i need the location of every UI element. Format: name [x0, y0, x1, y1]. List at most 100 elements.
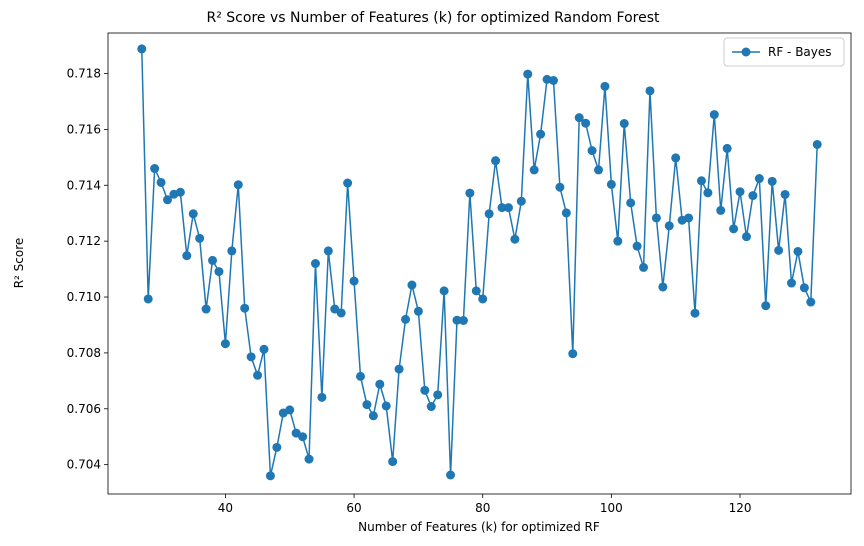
data-point — [497, 203, 507, 213]
y-tick-label: 0.710 — [67, 290, 101, 304]
data-point — [163, 195, 172, 205]
data-point — [143, 294, 153, 304]
data-point — [632, 241, 642, 251]
data-point — [548, 76, 558, 85]
data-point — [471, 286, 481, 296]
data-point — [433, 390, 443, 400]
data-point — [227, 246, 237, 256]
data-point — [754, 174, 764, 184]
data-point — [401, 314, 411, 324]
data-point — [761, 301, 771, 311]
data-point — [195, 233, 205, 243]
data-point — [214, 267, 224, 277]
data-point — [381, 401, 391, 411]
data-point — [355, 371, 365, 381]
data-point — [503, 203, 513, 213]
y-tick-label: 0.704 — [67, 458, 101, 472]
legend: RF - Bayes — [723, 37, 845, 67]
data-point — [394, 364, 404, 374]
data-point — [478, 294, 488, 304]
data-point — [600, 81, 610, 91]
y-tick-label: 0.712 — [67, 234, 101, 248]
y-tick-label: 0.706 — [67, 402, 101, 416]
data-point — [323, 246, 333, 256]
y-tick-label: 0.718 — [67, 67, 101, 81]
data-point — [684, 213, 694, 223]
data-point — [587, 146, 597, 156]
data-point — [491, 156, 501, 166]
y-axis-label: R² Score — [12, 238, 26, 289]
data-point — [446, 470, 456, 480]
data-point — [793, 246, 803, 256]
data-point — [375, 379, 385, 389]
data-point — [516, 196, 526, 206]
x-axis: 40 60 80 100 120 — [218, 494, 752, 515]
data-point — [362, 400, 372, 410]
data-point — [188, 209, 198, 219]
data-point — [594, 165, 604, 175]
x-axis-label: Number of Features (k) for optimized RF — [358, 520, 600, 534]
data-point — [285, 405, 295, 415]
data-point — [780, 189, 790, 199]
data-point — [220, 339, 230, 349]
data-point — [253, 370, 263, 380]
data-point — [523, 69, 533, 79]
data-point — [767, 176, 777, 186]
data-point — [639, 262, 649, 272]
data-point — [812, 139, 822, 149]
data-point — [246, 352, 256, 362]
data-point — [774, 245, 784, 255]
data-point — [336, 308, 346, 318]
data-point — [806, 297, 816, 307]
data-point — [240, 303, 250, 313]
data-point — [175, 187, 185, 197]
series-line-rf-bayes — [141, 48, 818, 477]
data-point — [561, 208, 571, 218]
data-point — [619, 119, 629, 129]
data-point — [208, 255, 218, 265]
y-tick-label: 0.714 — [67, 178, 101, 192]
data-point — [233, 180, 243, 190]
data-point — [658, 282, 668, 292]
data-point — [613, 236, 623, 246]
x-tick-label: 120 — [729, 501, 752, 515]
plot-area-frame — [107, 32, 852, 495]
data-point — [304, 454, 314, 464]
data-point — [735, 187, 745, 197]
data-point — [799, 283, 809, 293]
data-point — [787, 278, 796, 288]
data-point — [465, 188, 475, 198]
y-tick-label: 0.708 — [67, 346, 101, 360]
data-point — [574, 113, 584, 123]
data-point — [272, 442, 282, 452]
data-point — [568, 349, 578, 359]
data-point — [349, 276, 359, 286]
x-tick-label: 100 — [600, 501, 623, 515]
legend-entry-rf-bayes: RF - Bayes — [768, 45, 832, 59]
data-point — [343, 178, 353, 188]
y-tick-label: 0.716 — [67, 122, 101, 136]
data-point — [529, 165, 539, 175]
data-point — [310, 259, 320, 268]
data-point — [368, 411, 378, 421]
x-tick-label: 60 — [346, 501, 361, 515]
data-point — [150, 164, 160, 174]
chart-title: R² Score vs Number of Features (k) for o… — [207, 10, 660, 26]
legend-frame — [723, 37, 845, 67]
data-point — [452, 315, 462, 325]
data-point — [703, 188, 713, 198]
data-point — [664, 221, 674, 231]
data-point — [741, 232, 751, 242]
y-axis: 0.704 0.706 0.708 0.710 0.712 0.714 0.716 0.718 — [67, 67, 108, 472]
series-layer — [137, 44, 822, 481]
data-point — [722, 143, 732, 153]
data-point — [420, 385, 430, 395]
data-point — [709, 110, 719, 120]
data-point — [645, 86, 655, 96]
data-point — [388, 457, 398, 467]
data-point — [265, 471, 275, 481]
data-point — [606, 179, 616, 189]
data-point — [651, 213, 661, 223]
